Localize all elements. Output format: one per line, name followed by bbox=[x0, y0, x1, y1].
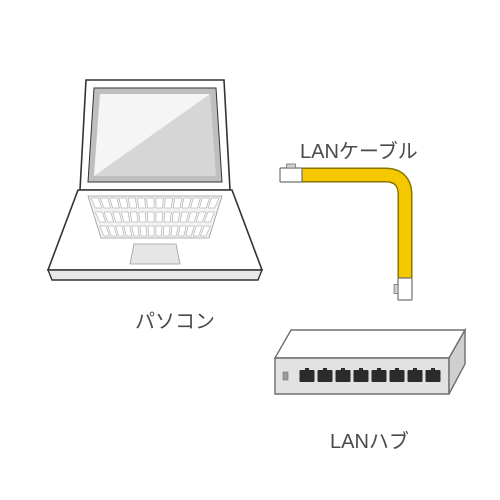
lan-hub-illustration bbox=[0, 0, 500, 500]
cable-label: LANケーブル bbox=[300, 135, 418, 164]
diagram-canvas: パソコン LANケーブル LANハブ bbox=[0, 0, 500, 500]
computer-label: パソコン bbox=[135, 305, 215, 334]
hub-label: LANハブ bbox=[330, 425, 409, 454]
